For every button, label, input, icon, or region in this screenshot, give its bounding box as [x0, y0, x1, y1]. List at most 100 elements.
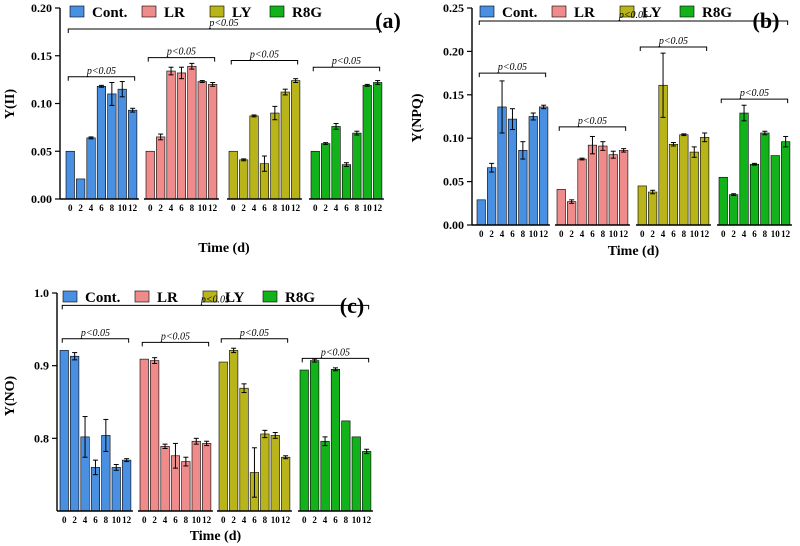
x-tick-label: 2: [231, 515, 236, 525]
bar-cont-10: [528, 116, 538, 226]
bar-ly-8: [260, 433, 270, 512]
bar-lr-4: [160, 446, 170, 512]
x-tick-label: 2: [650, 229, 655, 239]
bar-lr-0: [139, 358, 149, 512]
x-tick-label: 2: [312, 515, 317, 525]
bar-ly-4: [239, 387, 249, 512]
chart-panel-2: 0 2 4 6 8 10 12 0 2 4 6 8 10 12 0 2 4 6 8 10 12 0 2 4 6 8 10 120.00…: [410, 1, 792, 259]
legend-swatch-r8g: [269, 5, 285, 18]
legend-swatch-ly: [619, 5, 635, 18]
x-tick-label: 10: [771, 229, 781, 239]
significance-label: p<0.05: [86, 66, 116, 77]
bar-r8g-12: [362, 451, 372, 512]
y-tick-label: 0.10: [31, 97, 52, 111]
bar-r8g-6: [341, 164, 352, 200]
bar-cont-0: [59, 350, 69, 512]
bar-lr-8: [181, 461, 191, 512]
x-tick-label: 4: [500, 229, 505, 239]
bar-lr-4: [577, 158, 587, 226]
x-tick-label: 8: [184, 515, 189, 525]
bar-cont-0: [476, 199, 486, 226]
x-tick-label: 6: [99, 203, 104, 213]
x-tick-label: 12: [128, 203, 138, 213]
legend-swatch-r8g: [262, 290, 278, 303]
x-tick-label: 8: [682, 229, 687, 239]
y-tick-label: 0.8: [34, 431, 49, 445]
bar-ly-12: [281, 456, 291, 512]
x-tick-label: 8: [355, 203, 360, 213]
bar-r8g-10: [362, 85, 372, 200]
significance-label: p<0.05: [80, 328, 110, 339]
x-tick-label: 6: [510, 229, 515, 239]
x-tick-label: 2: [241, 203, 246, 213]
bar-r8g-6: [749, 163, 760, 226]
significance-label: p<0.05: [497, 62, 527, 73]
x-tick-label: 2: [152, 515, 157, 525]
bar-lr-2: [156, 136, 166, 200]
bar-lr-4: [166, 70, 176, 200]
bar-lr-12: [202, 443, 212, 512]
bar-cont-6: [96, 86, 106, 200]
bar-ly-10: [280, 91, 290, 200]
significance-bracket: [147, 57, 216, 62]
x-tick-label: 2: [72, 515, 77, 525]
x-tick-label: 4: [83, 515, 88, 525]
legend-label: LR: [164, 5, 185, 21]
bar-r8g-2: [310, 360, 320, 512]
x-tick-label: 10: [112, 515, 122, 525]
x-tick-label: 4: [742, 229, 747, 239]
legend-label: R8G: [292, 5, 322, 21]
legend-label: R8G: [285, 290, 315, 306]
x-tick-label: 8: [190, 203, 195, 213]
y-axis-title: Y(II): [3, 89, 18, 120]
x-tick-label: 2: [158, 203, 163, 213]
significance-label: p<0.05: [200, 294, 230, 305]
legend-label: Cont.: [92, 5, 128, 21]
x-tick-label: 6: [93, 515, 98, 525]
x-tick-label: 12: [539, 229, 549, 239]
x-tick-label: 10: [198, 203, 208, 213]
legend-swatch-ly: [209, 5, 225, 18]
bar-r8g-12: [781, 141, 791, 226]
x-tick-label: 12: [373, 203, 383, 213]
x-axis-title: Time (d): [198, 241, 250, 256]
bar-lr-0: [556, 189, 566, 226]
x-tick-label: 0: [559, 229, 564, 239]
bar-ly-12: [291, 80, 301, 200]
legend-swatch-lr: [551, 5, 567, 18]
x-tick-label: 0: [231, 203, 236, 213]
x-axis-title: Time (d): [608, 244, 660, 259]
x-tick-label: 10: [529, 229, 539, 239]
bar-r8g-4: [331, 126, 341, 200]
significance-bracket: [67, 28, 381, 34]
x-tick-label: 10: [363, 203, 373, 213]
x-tick-label: 8: [601, 229, 606, 239]
bar-lr-12: [619, 150, 629, 226]
significance-label: p<0.05: [577, 116, 607, 127]
bar-r8g-0: [310, 150, 320, 200]
legend-swatch-cont: [62, 290, 78, 303]
x-tick-label: 12: [781, 229, 791, 239]
bar-cont-2: [70, 355, 80, 512]
x-tick-label: 0: [313, 203, 318, 213]
x-tick-label: 6: [752, 229, 757, 239]
x-tick-label: 10: [690, 229, 700, 239]
bar-r8g-10: [351, 436, 361, 512]
x-tick-label: 6: [333, 515, 338, 525]
bar-cont-10: [117, 88, 127, 200]
bar-cont-12: [539, 106, 549, 226]
y-tick-label: 0.00: [31, 192, 52, 206]
x-tick-label: 10: [192, 515, 202, 525]
significance-label: p<0.05: [239, 328, 269, 339]
bar-r8g-4: [320, 440, 330, 512]
significance-bracket: [478, 20, 789, 26]
bar-lr-8: [598, 145, 608, 226]
significance-bracket: [312, 66, 381, 72]
bar-cont-2: [487, 167, 497, 226]
x-tick-label: 0: [640, 229, 645, 239]
bar-cont-10: [111, 467, 121, 512]
x-tick-label: 6: [173, 515, 178, 525]
bar-ly-0: [218, 361, 228, 512]
x-tick-label: 2: [731, 229, 736, 239]
